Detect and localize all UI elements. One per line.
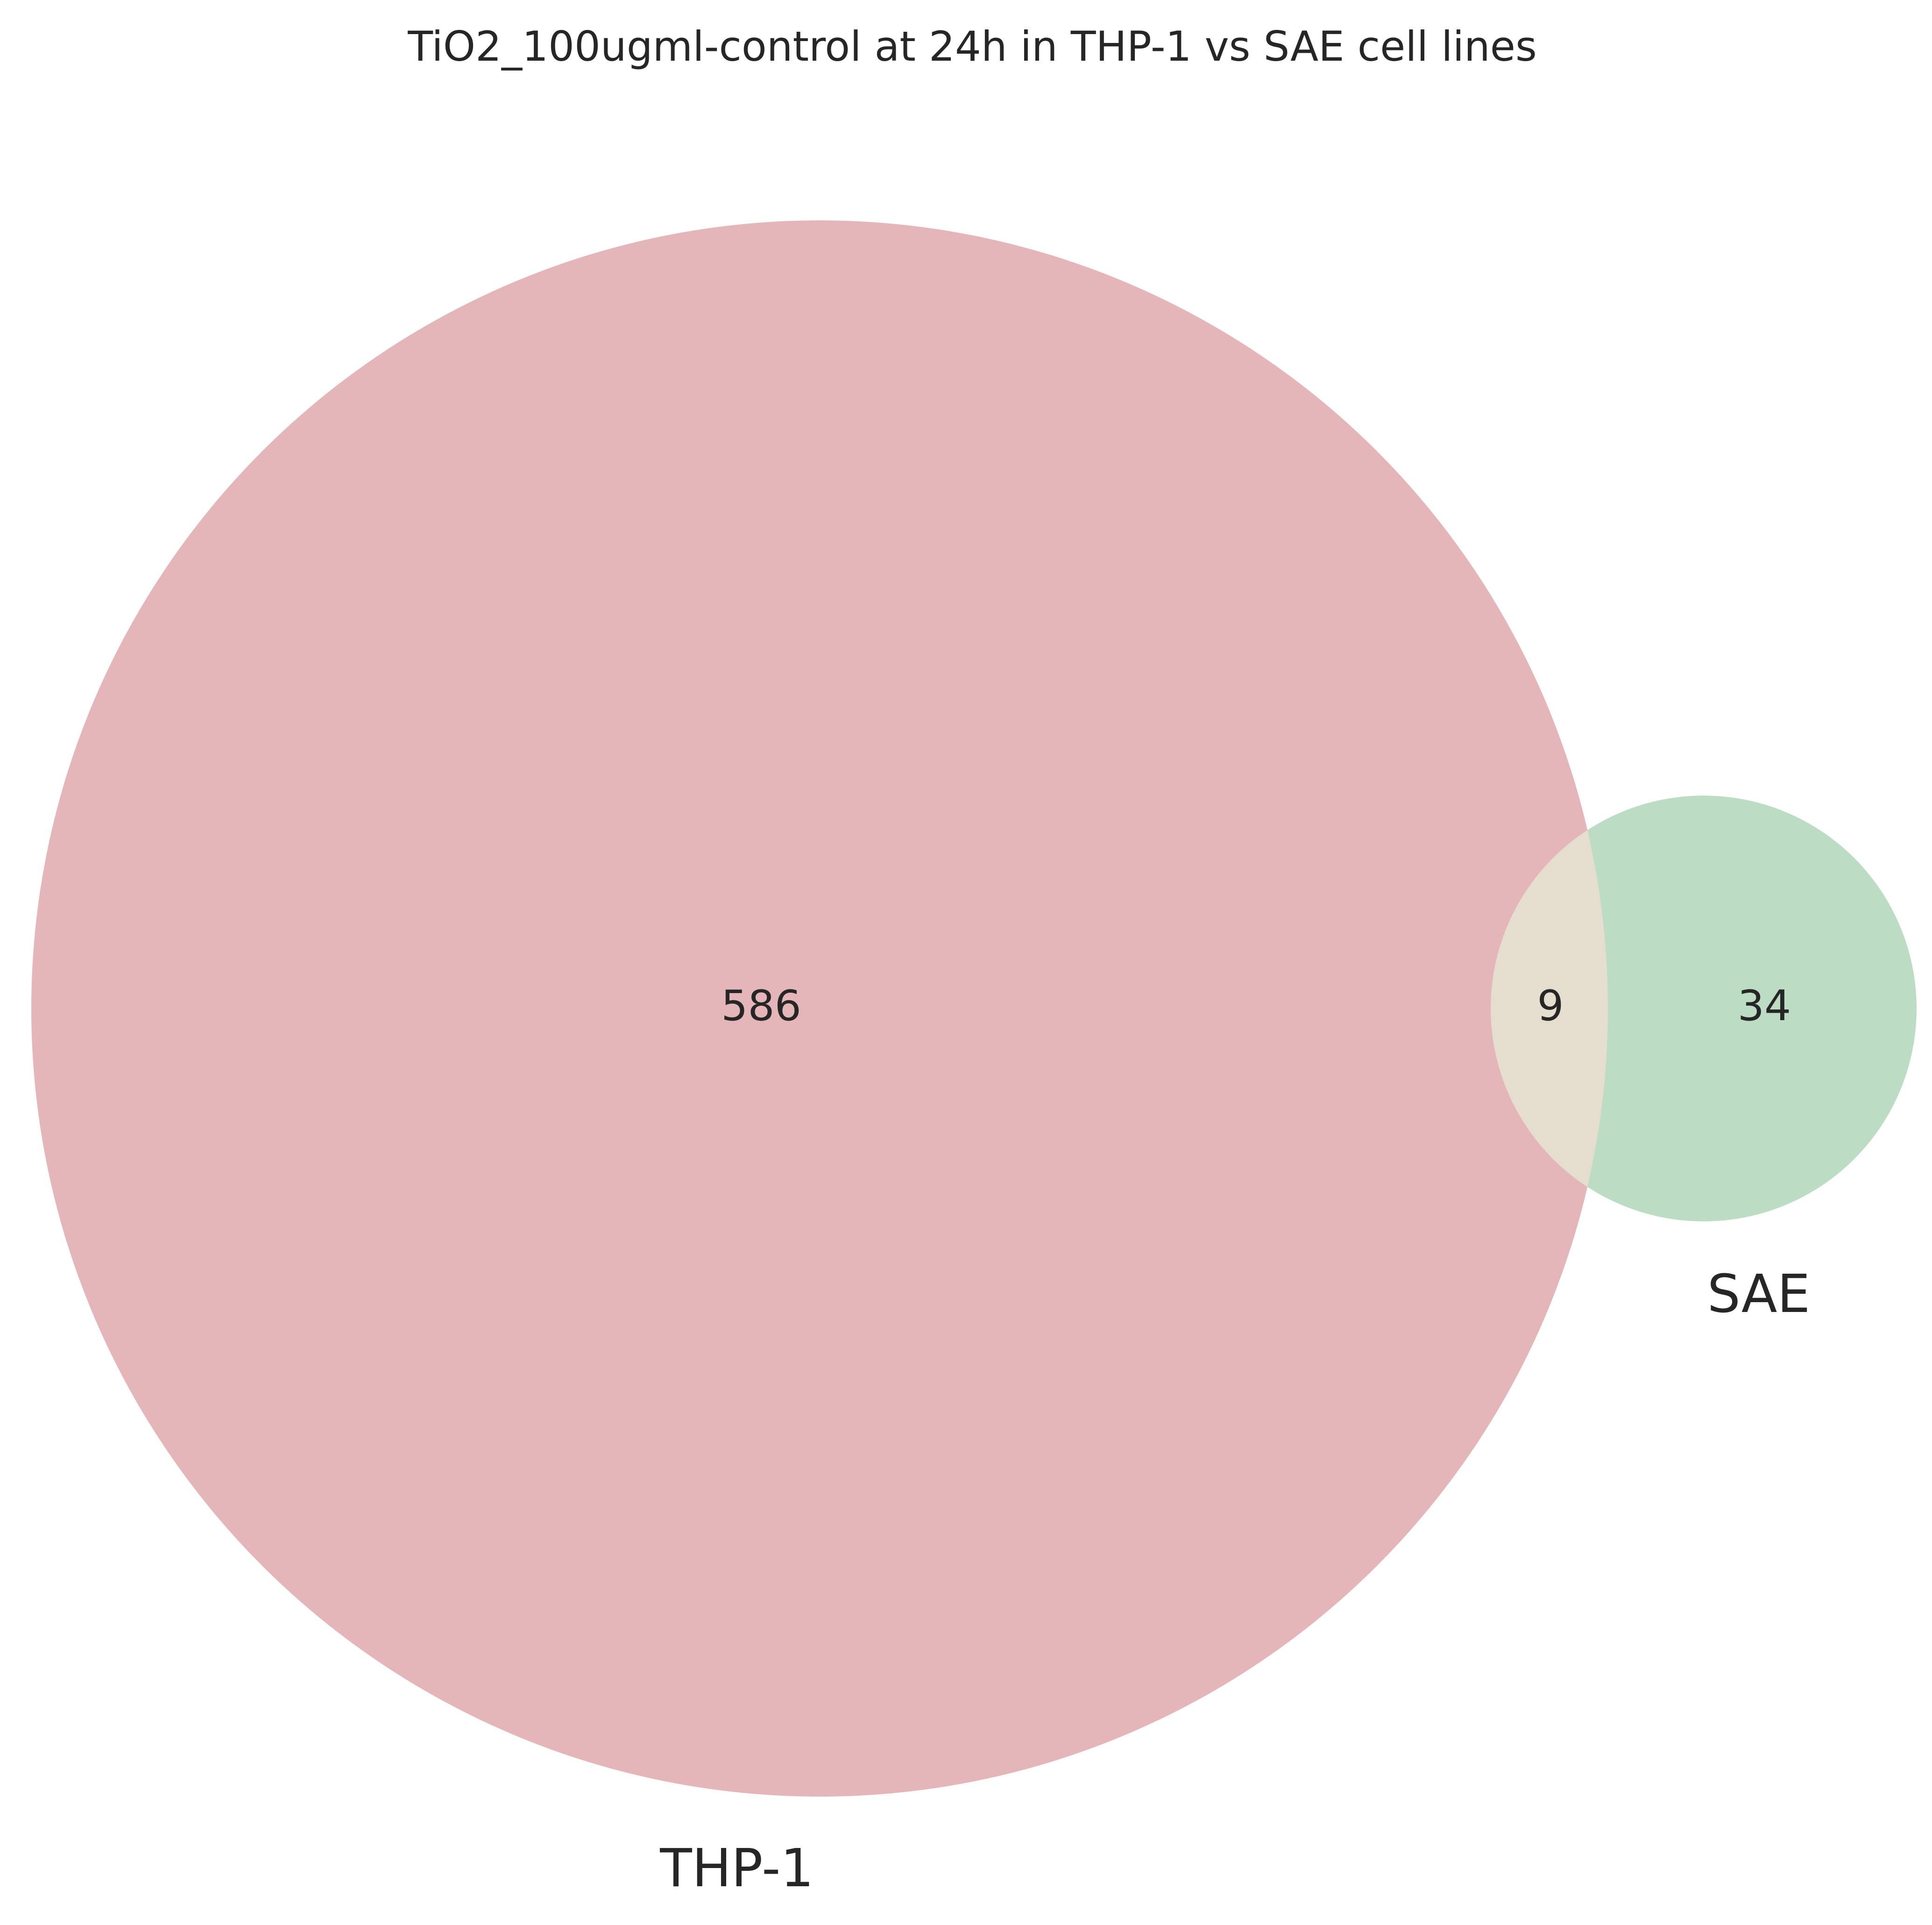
thp1-label: THP-1 (659, 1838, 814, 1899)
thp1-only-count: 586 (721, 981, 801, 1030)
intersection-region (1491, 796, 1608, 1221)
thp1-circle (31, 220, 1608, 1797)
intersection-count: 9 (1537, 981, 1564, 1030)
sae-only-count: 34 (1738, 981, 1791, 1030)
sae-label: SAE (1707, 1264, 1811, 1325)
page-title: TiO2_100ugml-control at 24h in THP-1 vs … (407, 22, 1537, 71)
